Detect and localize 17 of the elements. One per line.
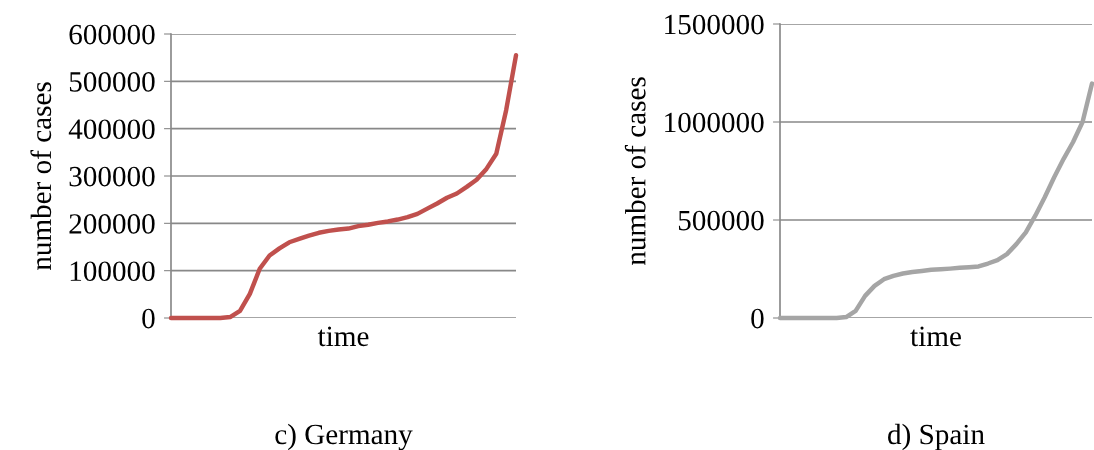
- y-tick-label: 500000: [678, 210, 764, 231]
- y-tick-label: 300000: [69, 166, 155, 187]
- text: d) Spain: [888, 423, 985, 450]
- y-tick-label: 200000: [69, 214, 155, 234]
- y-tick-label: 100000: [70, 261, 155, 282]
- y-axis-title: number of cases: [624, 77, 646, 266]
- y-tick-label: 1500000: [665, 14, 764, 35]
- text: c) Germany: [275, 423, 413, 450]
- y-tick-label: 600000: [69, 24, 155, 45]
- y-tick-label: 1000000: [665, 112, 764, 133]
- y-tick-label: 500000: [69, 72, 155, 92]
- x-axis-title: time: [910, 326, 961, 347]
- y-tick-label: 0: [751, 308, 764, 329]
- y-axis-title: number of cases: [30, 82, 52, 271]
- x-axis-title: time: [317, 326, 369, 347]
- y-tick-label: 0: [142, 308, 155, 329]
- y-tick-label: 400000: [68, 119, 155, 140]
